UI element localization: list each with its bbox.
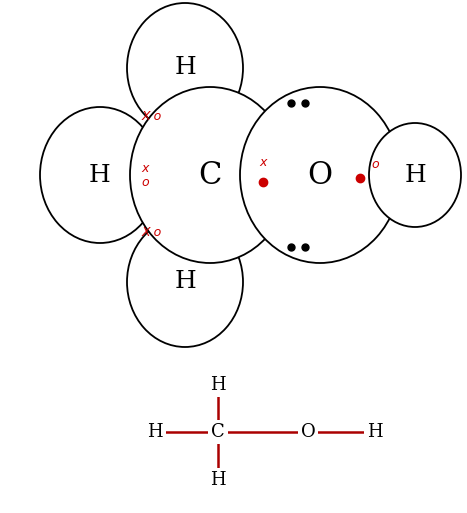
Text: H: H: [147, 423, 163, 441]
Ellipse shape: [240, 87, 400, 263]
Text: H: H: [404, 164, 426, 187]
Ellipse shape: [40, 107, 160, 243]
Text: o: o: [141, 175, 149, 188]
Ellipse shape: [127, 217, 243, 347]
Text: H: H: [174, 56, 196, 80]
Text: H: H: [210, 471, 226, 489]
Text: o: o: [371, 159, 379, 171]
Text: H: H: [89, 164, 111, 187]
Ellipse shape: [130, 87, 290, 263]
Text: H: H: [367, 423, 383, 441]
Ellipse shape: [127, 3, 243, 133]
Text: H: H: [174, 270, 196, 293]
Text: C: C: [198, 160, 222, 190]
Ellipse shape: [369, 123, 461, 227]
Text: H: H: [210, 376, 226, 394]
Text: X o: X o: [142, 227, 162, 240]
Text: x: x: [142, 162, 149, 174]
Text: X o: X o: [142, 110, 162, 124]
Text: O: O: [301, 423, 315, 441]
Text: O: O: [307, 160, 333, 190]
Text: C: C: [211, 423, 225, 441]
Text: x: x: [259, 155, 267, 168]
